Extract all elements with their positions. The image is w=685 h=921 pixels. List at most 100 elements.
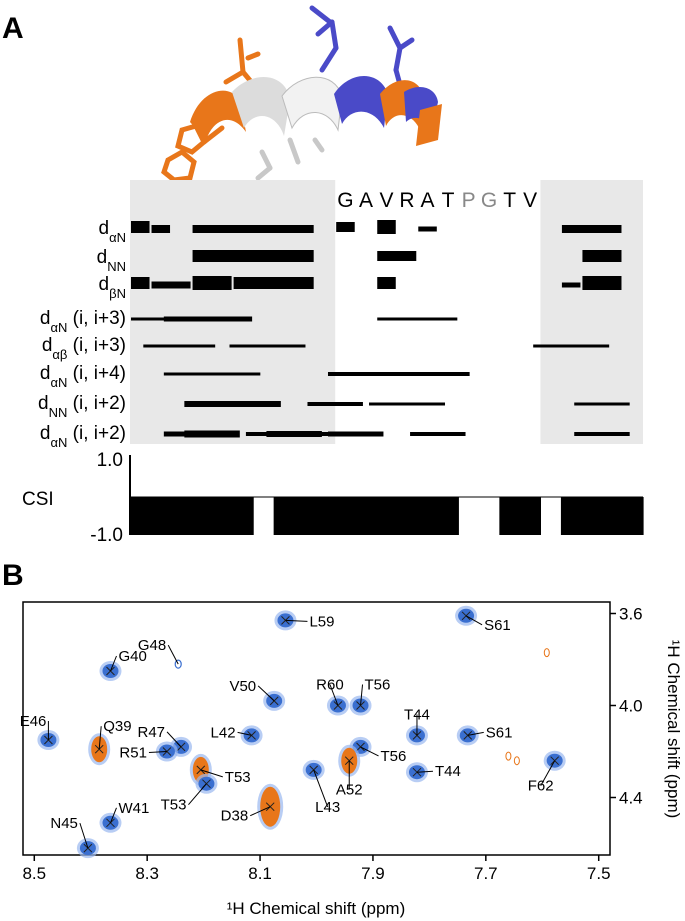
sequence-letter: A	[359, 189, 373, 212]
noe-row-label: dβN	[99, 274, 126, 301]
peak-leader-line	[110, 655, 117, 672]
csi-bar	[212, 497, 234, 535]
peak-label: T44	[404, 706, 430, 723]
peak-cross-marker	[550, 756, 560, 766]
peak-label: T53	[225, 769, 251, 786]
shaded-region	[130, 180, 336, 444]
noe-row-label: dNN	[97, 247, 126, 274]
peak-leader-line	[79, 822, 89, 849]
peak-leader-line	[467, 731, 484, 736]
x-tick-label: 8.3	[135, 864, 159, 883]
peak-label: L59	[309, 613, 334, 630]
noe-bar	[192, 316, 253, 322]
noe-row-label: dαN (i, i+3)	[40, 308, 126, 335]
sequence-letter: V	[379, 189, 393, 212]
noe-bar	[131, 317, 185, 321]
spectrum-frame	[22, 601, 611, 856]
peak-label: N45	[50, 815, 78, 832]
peak-cross-marker	[83, 843, 93, 853]
noe-bar	[582, 250, 622, 262]
x-tick-label: 8.1	[248, 864, 272, 883]
hsqc-spectrum: 8.5 8.3 8.1 7.9 7.7 7.5 3.6 4.0 4.4 L59 S61 G48G40…	[20, 601, 683, 918]
csi-label: CSI	[22, 489, 54, 510]
csi-bar	[130, 497, 152, 535]
peak-leader-line	[237, 731, 252, 736]
sequence-letter: A	[421, 189, 435, 212]
peak-label: T56	[365, 677, 391, 694]
noe-bar	[131, 221, 150, 233]
peak-leader-line	[416, 770, 433, 773]
csi-bar	[335, 497, 357, 535]
noe-bar	[336, 222, 355, 232]
peak-cross-marker	[463, 731, 473, 740]
noe-bar	[307, 402, 363, 406]
x-axis-label: ¹H Chemical shift (ppm)	[227, 899, 406, 918]
sequence-letter: T	[442, 189, 455, 212]
noe-bar	[377, 251, 417, 261]
peak-label: D38	[221, 808, 249, 825]
csi-bar	[294, 497, 316, 535]
csi-bar	[417, 497, 439, 535]
noe-bar	[229, 344, 306, 348]
noe-bar	[574, 432, 630, 436]
peak-leader-line	[98, 726, 102, 750]
sequence-letter: T	[503, 189, 516, 212]
peak-cross-marker	[412, 767, 422, 777]
noe-bar	[131, 277, 150, 289]
noe-bar	[192, 250, 314, 262]
y-tick-label: 4.0	[619, 697, 643, 716]
peak-label: F62	[528, 778, 554, 795]
csi-bar	[560, 497, 583, 535]
csi-bar	[396, 497, 418, 535]
minor-peak	[505, 751, 512, 761]
peak-leader-line	[200, 769, 223, 778]
peak-leader-line	[110, 807, 117, 823]
peak-label: Q39	[103, 718, 131, 735]
csi-bar	[519, 497, 541, 535]
noe-bar	[192, 276, 232, 290]
peak-label: S61	[486, 724, 513, 741]
noe-bar	[163, 372, 261, 376]
noe-bar	[151, 225, 171, 233]
noe-row-label: dαN (i, i+4)	[40, 363, 126, 390]
noe-row-label: dαN	[99, 218, 126, 245]
peak-label: L43	[315, 799, 340, 816]
noe-bar	[163, 316, 216, 322]
peak-label: W41	[118, 800, 149, 817]
peak-leader-line	[465, 615, 483, 626]
sequence-letter: R	[399, 189, 414, 212]
csi-bar	[171, 497, 193, 535]
peak-cross-marker	[94, 744, 104, 754]
noe-bar	[184, 430, 240, 438]
peak-leader-line	[540, 760, 556, 786]
noe-bar	[410, 432, 466, 436]
x-tick-label: 8.5	[22, 864, 46, 883]
panel-a-label: A	[2, 12, 24, 45]
noe-bar	[143, 344, 216, 348]
peak-label: G40	[118, 648, 146, 665]
shaded-region	[540, 180, 643, 444]
peak-label: G48	[138, 637, 166, 654]
peak-leader-line	[250, 806, 271, 817]
sequence-letter: P	[462, 189, 476, 212]
peak-label: L42	[211, 724, 236, 741]
peak-leader-line	[188, 783, 207, 806]
peak-label: R51	[119, 745, 147, 762]
noe-bar	[377, 317, 458, 321]
peak-label: S61	[484, 617, 511, 634]
peak-label: T53	[161, 797, 187, 814]
noe-row-label: dαβ (i, i+3)	[42, 335, 126, 362]
noe-bar	[327, 372, 400, 376]
minor-peak	[543, 648, 550, 658]
csi-bar	[150, 497, 172, 535]
minor-peak	[513, 756, 520, 766]
noe-bar	[373, 372, 470, 376]
csi-bar	[601, 497, 624, 535]
csi-bar	[581, 497, 603, 535]
csi-bar	[622, 497, 644, 535]
sequence-letter: G	[481, 189, 497, 212]
csi-bar	[314, 497, 336, 535]
noe-bar	[225, 401, 281, 407]
